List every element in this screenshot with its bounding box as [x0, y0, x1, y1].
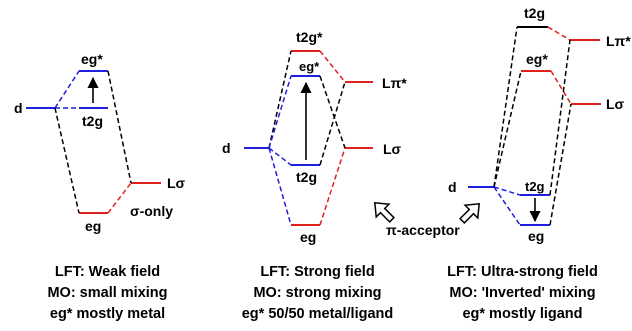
label-pi-acceptor: π-acceptor — [386, 222, 460, 238]
label-t2g: t2g — [296, 169, 317, 185]
caption-line: LFT: Weak field — [54, 264, 161, 280]
label-l-pi-star: Lπ* — [606, 33, 631, 49]
label-l-sigma: Lσ — [383, 141, 402, 157]
panel-weak-field: d eg* t2g eg Lσ σ-only — [14, 51, 186, 234]
pi-acceptor-arrows — [373, 201, 481, 224]
label-d: d — [222, 140, 231, 156]
label-eg: eg — [85, 218, 101, 234]
caption-line: eg* 50/50 metal/ligand — [241, 306, 394, 322]
label-t2g-top: t2g — [524, 5, 545, 21]
label-t2g-star: t2g* — [296, 29, 323, 45]
label-l-sigma: Lσ — [167, 175, 186, 191]
label-l-pi-star: Lπ* — [382, 75, 407, 91]
caption-weak-field: LFT: Weak field MO: small mixing eg* mos… — [0, 262, 215, 325]
caption-line: MO: 'Inverted' mixing — [449, 285, 596, 301]
hollow-arrow-icon — [459, 202, 481, 224]
label-d: d — [14, 100, 23, 116]
connector-lines — [54, 70, 132, 214]
caption-line: LFT: Strong field — [260, 264, 375, 280]
label-sigma-only: σ-only — [130, 203, 173, 219]
label-eg-star: eg* — [526, 51, 548, 67]
label-l-sigma: Lσ — [606, 96, 625, 112]
label-t2g: t2g — [525, 179, 545, 194]
caption-ultra-strong-field: LFT: Ultra-strong field MO: 'Inverted' m… — [415, 262, 630, 325]
label-eg: eg — [528, 228, 544, 244]
label-eg-star: eg* — [299, 59, 320, 74]
label-t2g: t2g — [82, 113, 103, 129]
label-eg: eg — [300, 229, 316, 245]
connector-lines — [268, 50, 346, 226]
connector-lines — [493, 26, 572, 226]
label-eg-star: eg* — [81, 51, 103, 67]
caption-line: MO: small mixing — [47, 285, 168, 301]
label-d: d — [448, 179, 457, 195]
caption-line: eg* mostly metal — [49, 306, 166, 322]
panel-strong-field: d t2g* eg* Lπ* Lσ t2g eg — [222, 29, 407, 245]
hollow-arrow-icon — [373, 201, 395, 223]
caption-line: LFT: Ultra-strong field — [447, 264, 598, 280]
caption-strong-field: LFT: Strong field MO: strong mixing eg* … — [210, 262, 425, 325]
caption-line: eg* mostly ligand — [462, 306, 583, 322]
caption-line: MO: strong mixing — [253, 285, 382, 301]
panel-ultra-strong-field: t2g Lπ* eg* Lσ d t2g eg — [448, 5, 631, 244]
